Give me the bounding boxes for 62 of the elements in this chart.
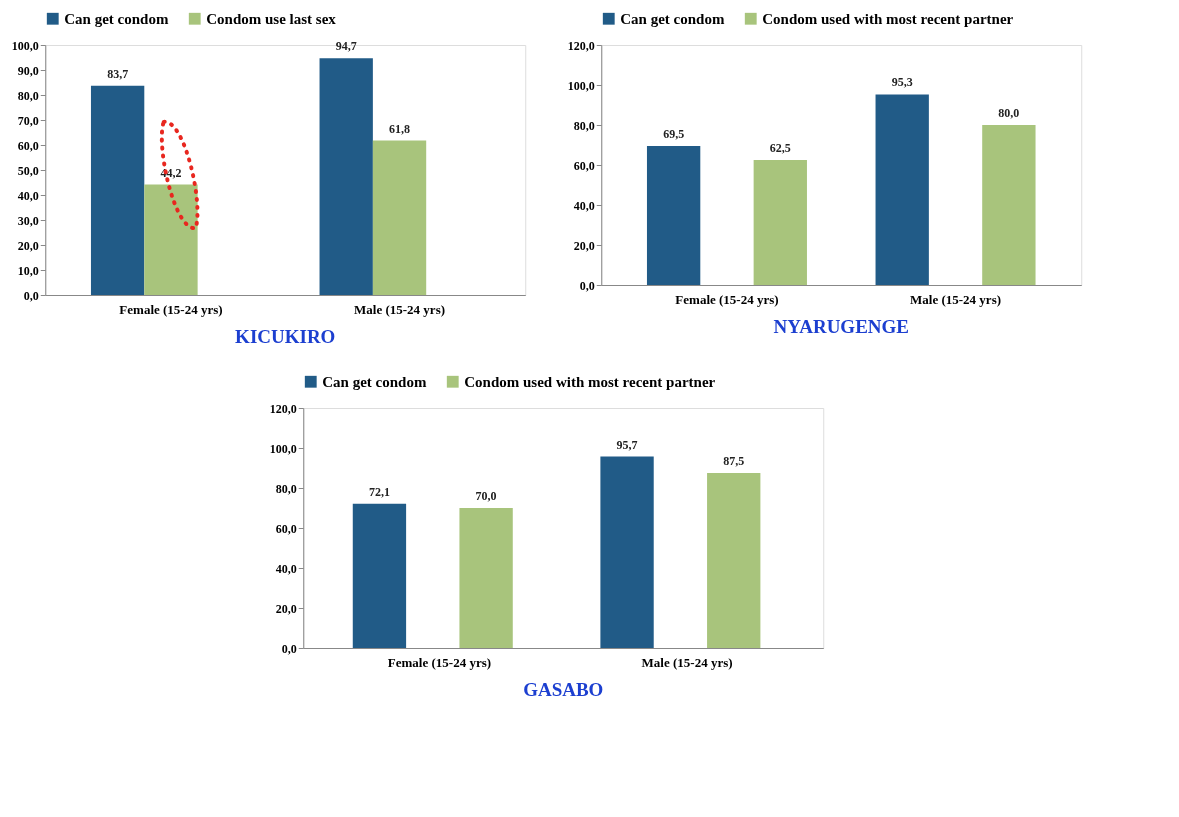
y-tick-label: 70,0 bbox=[17, 113, 39, 128]
y-tick-label: 80,0 bbox=[573, 118, 595, 133]
y-tick-label: 10,0 bbox=[17, 263, 39, 278]
y-tick-label: 40,0 bbox=[17, 188, 39, 203]
x-tick-label: Female (15-24 yrs) bbox=[387, 654, 492, 670]
bar bbox=[90, 85, 145, 295]
data-label: 95,3 bbox=[891, 75, 913, 90]
y-tick-label: 120,0 bbox=[269, 401, 297, 416]
bar bbox=[459, 508, 513, 648]
bar bbox=[707, 473, 761, 648]
data-label: 95,7 bbox=[616, 437, 638, 452]
bar bbox=[982, 125, 1036, 285]
text: NYARUGENGE bbox=[773, 316, 909, 337]
y-tick-label: 90,0 bbox=[17, 63, 39, 78]
y-tick-label: 100,0 bbox=[11, 38, 39, 53]
bar bbox=[875, 94, 929, 285]
y-tick-label: 20,0 bbox=[573, 238, 595, 253]
data-label: 94,7 bbox=[335, 39, 357, 54]
y-tick-label: 40,0 bbox=[573, 198, 595, 213]
data-label: 87,5 bbox=[723, 454, 745, 468]
legend-label: Can get condom bbox=[322, 373, 427, 390]
bar bbox=[372, 140, 427, 295]
data-label: 61,8 bbox=[389, 121, 411, 136]
y-tick-label: 40,0 bbox=[275, 561, 297, 576]
data-label: 72,1 bbox=[368, 484, 390, 499]
x-tick-label: Female (15-24 yrs) bbox=[119, 301, 223, 317]
x-tick-label: Male (15-24 yrs) bbox=[641, 654, 733, 670]
y-tick-label: 20,0 bbox=[17, 238, 39, 253]
y-tick-label: 50,0 bbox=[17, 163, 39, 178]
bar bbox=[600, 456, 654, 648]
x-tick-label: Male (15-24 yrs) bbox=[910, 291, 1002, 307]
legend-label: Can get condom bbox=[64, 10, 169, 27]
y-tick-label: 80,0 bbox=[17, 88, 39, 103]
y-tick-label: 60,0 bbox=[573, 158, 595, 173]
data-label: 69,5 bbox=[663, 127, 685, 141]
data-label: 83,7 bbox=[107, 66, 129, 81]
y-tick-label: 0,0 bbox=[281, 641, 297, 656]
y-tick-label: 100,0 bbox=[269, 441, 297, 456]
bar bbox=[319, 58, 373, 295]
y-tick-label: 20,0 bbox=[275, 601, 297, 616]
y-tick-label: 80,0 bbox=[275, 481, 297, 496]
y-tick-label: 100,0 bbox=[567, 78, 595, 93]
y-tick-label: 120,0 bbox=[567, 38, 595, 53]
legend-label: Condom used with most recent partner bbox=[464, 373, 716, 390]
y-tick-label: 60,0 bbox=[17, 138, 39, 153]
bar bbox=[646, 146, 701, 285]
data-label: 62,5 bbox=[769, 141, 791, 155]
legend-label: Condom used with most recent partner bbox=[762, 10, 1014, 27]
text: KICUKIRO bbox=[235, 326, 336, 347]
x-tick-label: Female (15-24 yrs) bbox=[675, 291, 779, 307]
bar bbox=[352, 503, 407, 648]
text: GASABO bbox=[523, 679, 604, 700]
y-tick-label: 0,0 bbox=[579, 278, 595, 293]
y-tick-label: 60,0 bbox=[275, 521, 297, 536]
legend-label: Can get condom bbox=[620, 10, 725, 27]
y-tick-label: 0,0 bbox=[23, 288, 39, 303]
data-label: 70,0 bbox=[475, 489, 497, 503]
bar bbox=[753, 160, 807, 285]
y-tick-label: 30,0 bbox=[17, 213, 39, 228]
x-tick-label: Male (15-24 yrs) bbox=[354, 301, 446, 317]
data-label: 80,0 bbox=[998, 106, 1020, 120]
legend-label: Condom use last sex bbox=[206, 10, 337, 27]
